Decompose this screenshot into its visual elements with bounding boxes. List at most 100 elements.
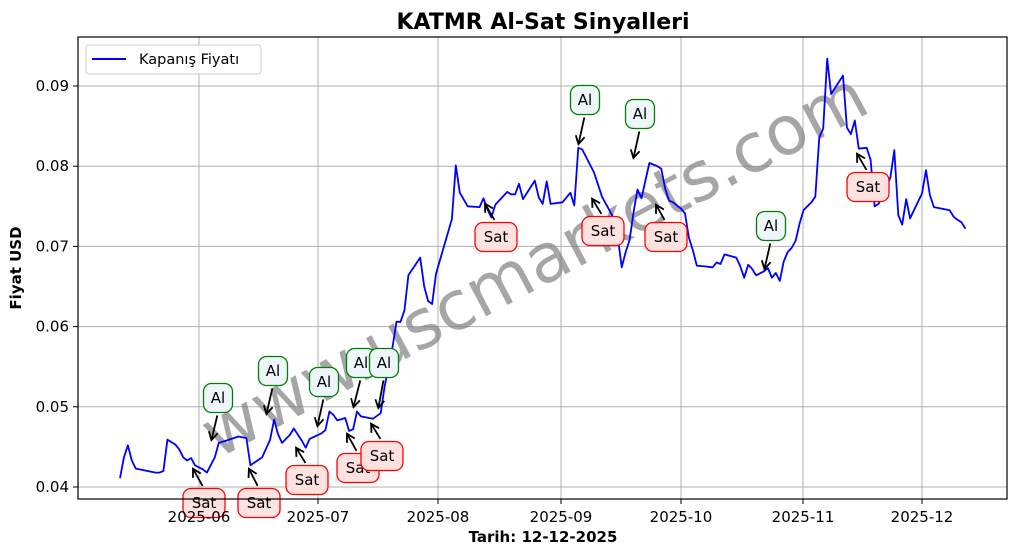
buy-label: Al xyxy=(317,373,331,391)
arrow-shaft xyxy=(316,399,325,427)
buy-label-box xyxy=(368,347,400,379)
x-axis-ticks: 2025-06 2025-07 2025-08 2025-09 2025-10 2025-… xyxy=(168,499,954,526)
buy-label-box xyxy=(755,210,787,242)
x-tick-label: 2025-08 xyxy=(407,508,470,526)
arrow-shaft xyxy=(856,153,868,171)
sell-signal: Sat xyxy=(360,422,404,472)
sell-label-box xyxy=(285,464,329,496)
y-tick-label: 0.09 xyxy=(36,77,69,95)
arrow-head-icon xyxy=(370,422,380,433)
arrow-shaft xyxy=(295,447,307,464)
x-tick-label: 2025-09 xyxy=(530,508,593,526)
sell-label: Sat xyxy=(856,178,881,196)
sell-label-box xyxy=(644,221,688,253)
arrow-head-icon xyxy=(760,259,772,271)
arrow-shaft xyxy=(210,415,219,441)
buy-label: Al xyxy=(211,389,225,407)
arrow-shaft xyxy=(192,468,204,487)
arrow-shaft xyxy=(377,380,385,409)
y-tick-label: 0.04 xyxy=(36,478,69,496)
arrow-shaft xyxy=(346,433,358,452)
buy-label-box xyxy=(624,98,656,130)
arrow-head-icon xyxy=(856,152,866,163)
sell-signal: Sat xyxy=(237,467,281,519)
arrow-shaft xyxy=(577,117,586,145)
arrow-shaft xyxy=(632,131,641,159)
y-axis-ticks: 0.04 0.05 0.06 0.07 0.08 0.09 xyxy=(36,77,78,496)
chart-title: KATMR Al-Sat Sinyalleri xyxy=(396,10,689,35)
x-tick-label: 2025-11 xyxy=(772,508,835,526)
sell-signal: Sat xyxy=(285,446,329,496)
buy-label-box xyxy=(202,382,234,414)
sell-signal: Sat xyxy=(846,152,890,203)
buy-label: Al xyxy=(266,362,280,380)
buy-label: Al xyxy=(633,105,647,123)
buy-signal: Al xyxy=(308,366,340,428)
buy-label: Al xyxy=(578,91,592,109)
watermark-text: www.uscmarkets.com xyxy=(188,56,880,474)
arrow-head-icon xyxy=(629,149,641,160)
sell-label: Sat xyxy=(370,447,395,465)
x-tick-label: 2025-07 xyxy=(287,508,350,526)
arrow-head-icon xyxy=(350,397,361,409)
buy-signal: Al xyxy=(257,355,289,416)
arrow-head-icon xyxy=(208,430,219,442)
sell-label-box xyxy=(474,221,518,253)
plot-frame xyxy=(77,36,1008,500)
buy-label-box xyxy=(308,366,340,398)
sell-label-box xyxy=(360,440,404,472)
arrow-shaft xyxy=(248,468,259,487)
y-tick-label: 0.05 xyxy=(36,398,69,416)
arrow-head-icon xyxy=(346,432,356,443)
arrow-head-icon xyxy=(313,417,325,428)
y-tick-label: 0.07 xyxy=(36,237,69,255)
x-tick-label: 2025-06 xyxy=(168,508,231,526)
sell-label-box xyxy=(846,171,890,203)
arrow-head-icon xyxy=(591,197,601,208)
arrow-head-icon xyxy=(192,467,202,478)
buy-label: Al xyxy=(377,354,391,372)
sell-label: Sat xyxy=(247,494,272,512)
arrow-head-icon xyxy=(295,446,305,457)
sell-signal: Sat xyxy=(644,203,688,253)
buy-signal: Al xyxy=(755,210,787,271)
arrow-shaft xyxy=(763,243,772,270)
y-axis-label: Fiyat USD xyxy=(7,226,25,309)
sell-label-box xyxy=(182,487,226,519)
sell-label-box xyxy=(581,215,625,247)
arrow-head-icon xyxy=(262,404,274,416)
arrow-shaft xyxy=(370,423,382,440)
buy-signal: Al xyxy=(202,382,234,442)
legend-label: Kapanış Fiyatı xyxy=(139,52,239,68)
arrow-head-icon xyxy=(374,399,385,410)
arrow-head-icon xyxy=(574,135,586,146)
arrow-head-icon xyxy=(247,467,258,478)
buy-label: Al xyxy=(764,217,778,235)
sell-label-box xyxy=(237,487,281,519)
sell-label: Sat xyxy=(295,471,320,489)
y-tick-label: 0.06 xyxy=(36,318,69,336)
x-tick-label: 2025-10 xyxy=(650,508,713,526)
buy-signal: Al xyxy=(345,347,377,409)
buy-label-box xyxy=(569,84,601,116)
arrow-shaft xyxy=(591,198,603,215)
arrow-shaft xyxy=(352,380,362,408)
arrow-head-icon xyxy=(655,203,665,214)
x-tick-label: 2025-12 xyxy=(891,508,954,526)
x-axis-label: Tarih: 12-12-2025 xyxy=(469,528,618,546)
sell-signal: Sat xyxy=(474,202,518,253)
buy-label: Al xyxy=(354,354,368,372)
sell-label: Sat xyxy=(654,228,679,246)
arrow-head-icon xyxy=(484,202,494,213)
arrow-shaft xyxy=(484,203,496,221)
buy-signal: Al xyxy=(368,347,400,410)
arrow-shaft xyxy=(265,388,274,415)
y-tick-label: 0.08 xyxy=(36,157,69,175)
sell-label: Sat xyxy=(484,228,509,246)
buy-signal: Al xyxy=(624,98,656,160)
price-line xyxy=(119,57,967,479)
buy-label-box xyxy=(257,355,289,387)
legend: Kapanış Fiyatı xyxy=(85,44,262,75)
